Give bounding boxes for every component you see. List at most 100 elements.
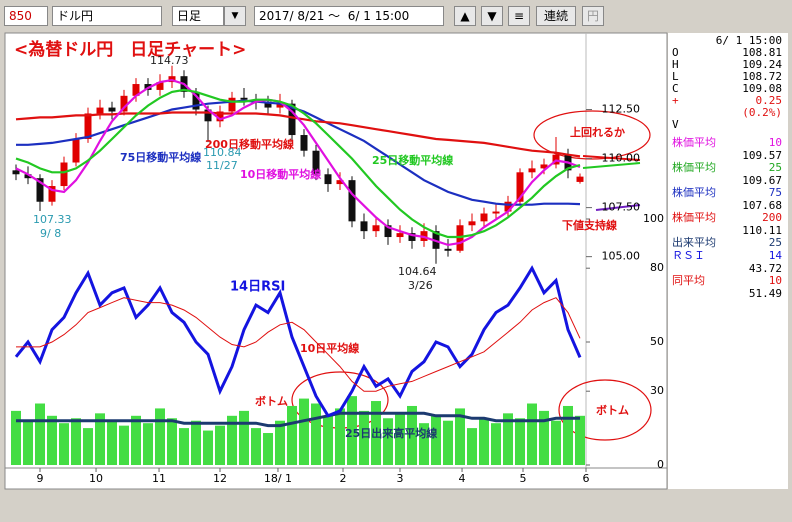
menu-button[interactable]: ≡	[508, 6, 530, 26]
volume-bar	[263, 433, 273, 465]
indicator-value: 51.49	[748, 287, 782, 300]
y-tick-label: 112.50	[602, 103, 641, 116]
candle-body	[264, 101, 272, 108]
candle-body	[84, 113, 92, 139]
volume-bar	[515, 418, 525, 465]
indicator-name: 出来平均	[672, 236, 716, 249]
candle-body	[156, 82, 164, 90]
annotation: ボトム	[255, 394, 288, 408]
volume-bar	[167, 418, 177, 465]
y-tick-label: 110.00	[602, 152, 641, 165]
indicator-label: 25日出来高平均線	[345, 426, 437, 440]
candle-body	[120, 95, 128, 112]
quote-label: H	[672, 58, 679, 71]
candle-body	[288, 103, 296, 136]
series-label: 10日移動平均線	[240, 167, 321, 181]
volume-bar	[275, 420, 285, 465]
indicator-name: 株価平均	[672, 186, 716, 199]
candle-body	[372, 225, 380, 232]
annotation: 3/26	[408, 279, 433, 292]
candle-body	[192, 91, 200, 110]
indicator-row: 株価平均 75	[668, 187, 788, 200]
quote-label: +	[672, 94, 679, 107]
chart: <為替ドル円 日足チャート> 9 10 11 12 18/ 1 2 3 4 5 6 112.50 11…	[4, 32, 668, 490]
candle-body	[504, 201, 512, 212]
annotation: ボトム	[596, 403, 629, 417]
x-tick-label: 10	[89, 472, 103, 485]
volume-bar	[383, 418, 393, 465]
volume-bar	[179, 428, 189, 465]
indicator-param: 75	[768, 186, 782, 199]
indicator-value: 109.67	[742, 174, 782, 187]
volume-bar	[95, 413, 105, 465]
x-tick-label: 4	[459, 472, 466, 485]
moving-average-line	[15, 88, 581, 239]
candle-body	[492, 211, 500, 214]
volume-bar	[143, 423, 153, 465]
volume-bar	[71, 418, 81, 465]
volume-bar	[35, 403, 45, 465]
quote-row: O 108.81	[668, 47, 788, 59]
trend-line	[582, 162, 641, 169]
candle-body	[276, 103, 284, 108]
volume-bar	[11, 410, 21, 465]
volume-bar	[551, 420, 561, 465]
x-tick-label: 5	[520, 472, 527, 485]
indicator-row: ＲＳＩ 14	[668, 250, 788, 263]
volume-bar	[191, 420, 201, 465]
candle-body	[540, 164, 548, 169]
period-select[interactable]: 日足	[172, 6, 224, 26]
indicator-param: 25	[768, 161, 782, 174]
candle-body	[300, 135, 308, 151]
volume-bar	[539, 410, 549, 465]
y2-tick-label: 50	[650, 335, 664, 348]
volume-bar	[467, 428, 477, 465]
volume-bar	[119, 425, 129, 465]
candle-body	[396, 233, 404, 238]
quote-value: 109.24	[742, 58, 782, 71]
y2-tick-label: 0	[657, 458, 664, 471]
x-tick-label: 18/ 1	[264, 472, 292, 485]
symbol-field[interactable]: ドル円	[52, 6, 162, 26]
volume-bar	[47, 415, 57, 465]
quote-value: 0.25	[755, 94, 783, 107]
volume-bar	[491, 423, 501, 465]
quote-row: H 109.24	[668, 59, 788, 71]
code-field[interactable]: 850	[4, 6, 48, 26]
volume-bar	[203, 430, 213, 465]
volume-bar	[227, 415, 237, 465]
candle-body	[408, 233, 416, 241]
indicator-list: 株価平均 10 109.57 株価平均 25 109.67 株価平均 75 107.68 株価平均…	[668, 137, 788, 300]
quote-label: O	[672, 46, 679, 59]
chart-title: <為替ドル円 日足チャート>	[14, 39, 246, 60]
x-tick-label: 12	[213, 472, 227, 485]
volume-bar	[371, 401, 381, 465]
indicator-name: ＲＳＩ	[672, 249, 705, 262]
candle-body	[528, 168, 536, 173]
highlight-ellipse	[558, 379, 652, 441]
down-button[interactable]: ▼	[481, 6, 503, 26]
candle-body	[204, 109, 212, 122]
candle-body	[360, 221, 368, 232]
volume-bar	[455, 408, 465, 465]
currency-button[interactable]: 円	[582, 6, 604, 26]
candle-body	[60, 162, 68, 187]
volume-bar	[239, 410, 249, 465]
candle-body	[336, 180, 344, 185]
up-button[interactable]: ▲	[454, 6, 476, 26]
mode-button[interactable]: 連続	[536, 6, 576, 26]
series-label: 75日移動平均線	[120, 150, 201, 164]
volume-bar	[347, 396, 357, 465]
annotation: 110.84	[203, 146, 242, 159]
period-dropdown[interactable]: ▼	[224, 6, 246, 26]
indicator-value-row: 51.49	[668, 288, 788, 300]
trend-line	[595, 204, 641, 211]
volume-bar	[563, 405, 573, 465]
trend-line	[582, 155, 641, 161]
volume-bar	[155, 408, 165, 465]
indicator-label: 10日平均線	[300, 341, 359, 355]
quote-row: (0.2%)	[668, 107, 788, 119]
indicator-param: 10	[768, 136, 782, 149]
candle-body	[108, 107, 116, 112]
